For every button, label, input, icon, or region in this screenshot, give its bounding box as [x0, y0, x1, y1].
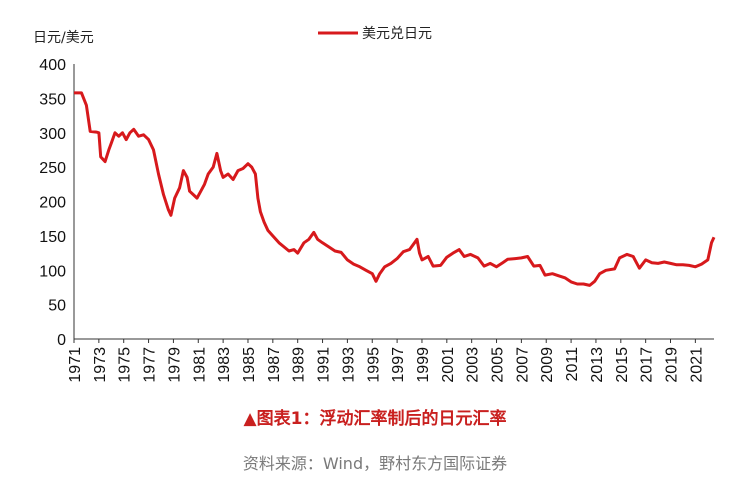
legend-label: 美元兑日元: [362, 26, 432, 42]
x-tick-label: 2003: [465, 347, 482, 383]
y-tick-label: 250: [39, 160, 66, 177]
y-tick-label: 400: [39, 57, 66, 74]
chart: 日元/美元 美元兑日元 0 50 100 150 200 250 300 350 400 197…: [33, 26, 716, 383]
source-note: 资料来源：Wind，野村东方国际证券: [242, 454, 508, 473]
x-tick-label: 1985: [241, 347, 258, 383]
x-tick-label: 2005: [490, 347, 507, 383]
x-tick-label: 1991: [316, 347, 333, 383]
x-tick-label: 1971: [67, 347, 84, 383]
x-tick-label: 1981: [191, 347, 208, 383]
x-tick-label: 2019: [664, 347, 681, 383]
x-tick-label: 2001: [440, 347, 457, 383]
y-tick-label: 0: [57, 332, 66, 349]
x-tick-label: 1989: [291, 347, 308, 383]
y-tick-label: 300: [39, 126, 66, 143]
x-tick-label: 1987: [266, 347, 283, 383]
x-tick-label: 2007: [514, 347, 531, 383]
y-tick-label: 350: [39, 91, 66, 108]
x-ticks: 1971 1973 1975 1977 1979 1981 1983 1985 1987 1989…: [67, 339, 705, 383]
y-ticks: 0 50 100 150 200 250 300 350 400: [39, 57, 66, 349]
x-tick-label: 1983: [216, 347, 233, 383]
x-tick-label: 2009: [539, 347, 556, 383]
x-tick-label: 1973: [92, 347, 109, 383]
x-tick-label: 1993: [340, 347, 357, 383]
x-tick-label: 2015: [614, 347, 631, 383]
y-tick-label: 50: [48, 298, 66, 315]
x-tick-label: 1979: [166, 347, 183, 383]
y-tick-label: 100: [39, 263, 66, 280]
figure-caption: ▲图表1：浮动汇率制后的日元汇率: [243, 409, 507, 429]
y-tick-label: 200: [39, 195, 66, 212]
x-tick-label: 1995: [365, 347, 382, 383]
x-tick-label: 2013: [589, 347, 606, 383]
x-tick-label: 1997: [390, 347, 407, 383]
x-tick-label: 1975: [117, 347, 134, 383]
x-tick-label: 2017: [639, 347, 656, 383]
x-tick-label: 2021: [688, 347, 705, 383]
x-tick-label: 1999: [415, 347, 432, 383]
x-tick-label: 1977: [142, 347, 159, 383]
y-axis-label: 日元/美元: [33, 30, 94, 46]
x-tick-label: 2011: [564, 347, 581, 382]
series-line-usd-jpy: [74, 91, 716, 287]
y-tick-label: 150: [39, 229, 66, 246]
